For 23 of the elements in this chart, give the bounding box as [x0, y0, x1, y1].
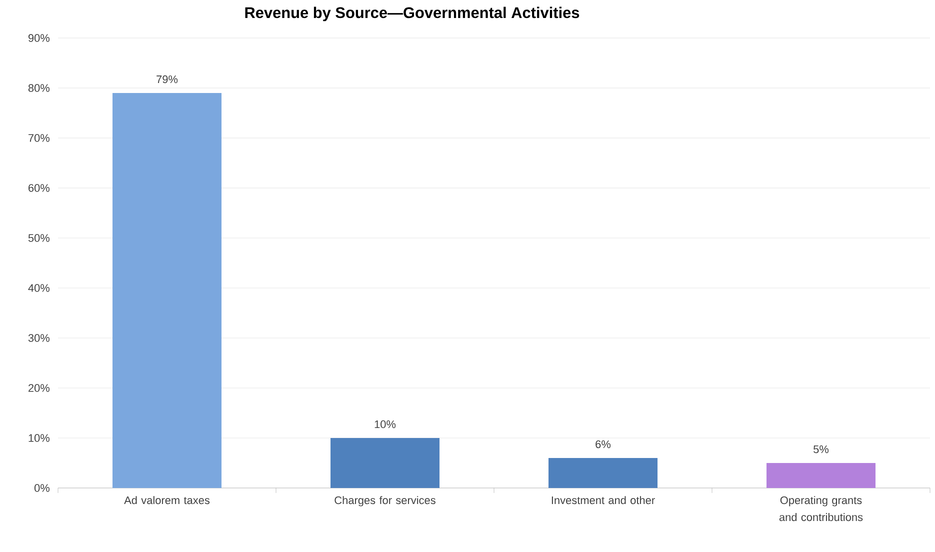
- y-tick-label: 10%: [28, 434, 50, 442]
- y-tick-label: 30%: [28, 334, 50, 342]
- y-tick-label: 60%: [28, 184, 50, 192]
- y-tick-label: 20%: [28, 384, 50, 392]
- y-tick-label: 50%: [28, 234, 50, 242]
- y-tick-label: 90%: [28, 34, 50, 42]
- bar: [548, 458, 658, 488]
- chart-title: Revenue by Source—Governmental Activities: [245, 6, 580, 22]
- x-tick-label: Operating grants and contributions: [779, 496, 863, 522]
- data-label: 5%: [814, 445, 829, 454]
- bar: [112, 92, 222, 488]
- x-tick-label: Ad valorem taxes: [124, 496, 210, 504]
- y-tick-label: 70%: [28, 134, 50, 142]
- data-label: 10%: [374, 420, 396, 428]
- data-label: 6%: [596, 440, 611, 448]
- data-label: 79%: [156, 75, 178, 84]
- y-tick-label: 80%: [28, 84, 50, 92]
- x-tick-label: Investment and other: [552, 496, 655, 504]
- y-tick-label: 40%: [28, 284, 50, 292]
- x-tick-label: Charges for services: [334, 496, 436, 506]
- bar: [330, 438, 440, 488]
- y-tick-label: 0%: [34, 484, 50, 492]
- bar: [766, 462, 876, 488]
